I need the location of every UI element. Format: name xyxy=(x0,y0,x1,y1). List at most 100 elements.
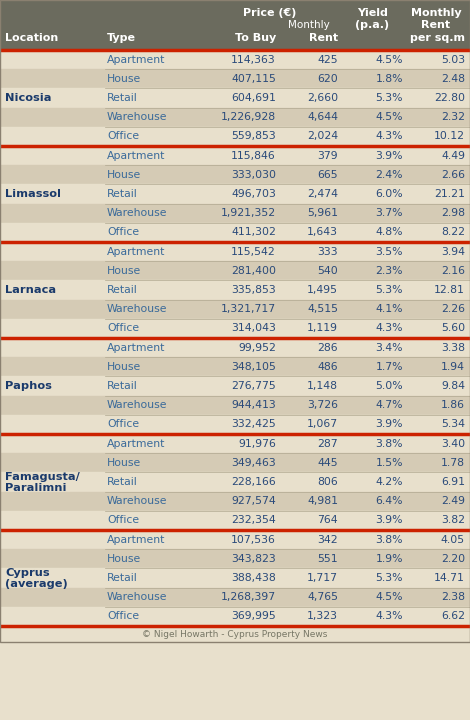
Text: 3.9%: 3.9% xyxy=(376,150,403,161)
Text: Warehouse: Warehouse xyxy=(107,112,167,122)
Text: 4.5%: 4.5% xyxy=(376,593,403,602)
Text: 764: 764 xyxy=(317,516,338,526)
Text: 1,268,397: 1,268,397 xyxy=(221,593,276,602)
Text: Retail: Retail xyxy=(107,189,138,199)
Text: 5.34: 5.34 xyxy=(441,420,465,429)
Text: 2,474: 2,474 xyxy=(307,189,338,199)
Text: 620: 620 xyxy=(317,74,338,84)
Text: 540: 540 xyxy=(317,266,338,276)
Text: 5.3%: 5.3% xyxy=(376,285,403,295)
Text: 3.4%: 3.4% xyxy=(376,343,403,353)
Text: 14.71: 14.71 xyxy=(434,573,465,583)
Bar xyxy=(0,242,470,261)
Bar xyxy=(0,588,470,607)
Text: 349,463: 349,463 xyxy=(231,458,276,468)
Text: 2.16: 2.16 xyxy=(441,266,465,276)
Text: 4.7%: 4.7% xyxy=(376,400,403,410)
Text: Warehouse: Warehouse xyxy=(107,305,167,314)
Text: 5.03: 5.03 xyxy=(441,55,465,65)
Text: 8.22: 8.22 xyxy=(441,228,465,238)
Text: 22.80: 22.80 xyxy=(434,93,465,103)
Text: 551: 551 xyxy=(317,554,338,564)
Text: 4,981: 4,981 xyxy=(307,496,338,506)
Bar xyxy=(0,127,470,146)
Text: 107,536: 107,536 xyxy=(231,535,276,544)
Bar xyxy=(0,568,470,588)
Text: 314,043: 314,043 xyxy=(231,323,276,333)
Text: 3,726: 3,726 xyxy=(307,400,338,410)
Text: 1.5%: 1.5% xyxy=(376,458,403,468)
Text: © Nigel Howarth - Cyprus Property News: © Nigel Howarth - Cyprus Property News xyxy=(142,629,328,639)
Text: Warehouse: Warehouse xyxy=(107,400,167,410)
Text: 604,691: 604,691 xyxy=(231,93,276,103)
Text: Apartment: Apartment xyxy=(107,343,165,353)
Text: Monthly: Monthly xyxy=(288,20,330,30)
Bar xyxy=(0,261,470,280)
Text: 486: 486 xyxy=(317,362,338,372)
Text: 4.8%: 4.8% xyxy=(376,228,403,238)
Text: House: House xyxy=(107,170,141,180)
Text: 1.7%: 1.7% xyxy=(376,362,403,372)
Text: Warehouse: Warehouse xyxy=(107,593,167,602)
Text: 286: 286 xyxy=(317,343,338,353)
Text: 369,995: 369,995 xyxy=(231,611,276,621)
Bar xyxy=(0,165,470,184)
Bar xyxy=(0,280,470,300)
Text: 5.3%: 5.3% xyxy=(376,93,403,103)
Bar xyxy=(0,146,470,165)
Text: 6.4%: 6.4% xyxy=(376,496,403,506)
Text: 99,952: 99,952 xyxy=(238,343,276,353)
Text: 1,323: 1,323 xyxy=(307,611,338,621)
Text: Nicosia: Nicosia xyxy=(5,93,52,103)
Text: Limassol: Limassol xyxy=(5,189,61,199)
Text: 6.91: 6.91 xyxy=(441,477,465,487)
Text: 1,119: 1,119 xyxy=(307,323,338,333)
Text: 2.32: 2.32 xyxy=(441,112,465,122)
Text: 5.60: 5.60 xyxy=(441,323,465,333)
Text: 114,363: 114,363 xyxy=(231,55,276,65)
Text: per sq.m: per sq.m xyxy=(410,33,465,43)
Text: 2.3%: 2.3% xyxy=(376,266,403,276)
Bar xyxy=(0,69,470,89)
Text: 348,105: 348,105 xyxy=(231,362,276,372)
Text: 4.5%: 4.5% xyxy=(376,112,403,122)
Text: 5.3%: 5.3% xyxy=(376,573,403,583)
Text: 1,921,352: 1,921,352 xyxy=(221,208,276,218)
Text: Retail: Retail xyxy=(107,381,138,391)
Bar xyxy=(0,204,470,222)
Text: Apartment: Apartment xyxy=(107,535,165,544)
Bar xyxy=(0,50,470,69)
Text: Office: Office xyxy=(107,420,139,429)
Text: 9.84: 9.84 xyxy=(441,381,465,391)
Text: 5.0%: 5.0% xyxy=(376,381,403,391)
Text: 4,515: 4,515 xyxy=(307,305,338,314)
Text: 335,853: 335,853 xyxy=(231,285,276,295)
Text: 287: 287 xyxy=(317,438,338,449)
Text: 3.38: 3.38 xyxy=(441,343,465,353)
Bar xyxy=(0,549,470,568)
Bar xyxy=(0,530,470,549)
Text: 21.21: 21.21 xyxy=(434,189,465,199)
Text: House: House xyxy=(107,362,141,372)
Text: Type: Type xyxy=(107,33,136,43)
Text: 232,354: 232,354 xyxy=(231,516,276,526)
Text: 228,166: 228,166 xyxy=(231,477,276,487)
Text: 1,495: 1,495 xyxy=(307,285,338,295)
Text: 2.26: 2.26 xyxy=(441,305,465,314)
Text: 4.1%: 4.1% xyxy=(376,305,403,314)
Bar xyxy=(0,492,470,510)
Text: 5,961: 5,961 xyxy=(307,208,338,218)
Text: 2.66: 2.66 xyxy=(441,170,465,180)
Text: 927,574: 927,574 xyxy=(231,496,276,506)
Text: House: House xyxy=(107,266,141,276)
Text: Retail: Retail xyxy=(107,477,138,487)
Text: House: House xyxy=(107,74,141,84)
Text: Famagusta/: Famagusta/ xyxy=(5,472,80,482)
Bar xyxy=(0,377,470,395)
Text: 1,643: 1,643 xyxy=(307,228,338,238)
Text: Retail: Retail xyxy=(107,573,138,583)
Text: 3.9%: 3.9% xyxy=(376,516,403,526)
Text: 3.7%: 3.7% xyxy=(376,208,403,218)
Text: 276,775: 276,775 xyxy=(231,381,276,391)
Bar xyxy=(0,300,470,319)
